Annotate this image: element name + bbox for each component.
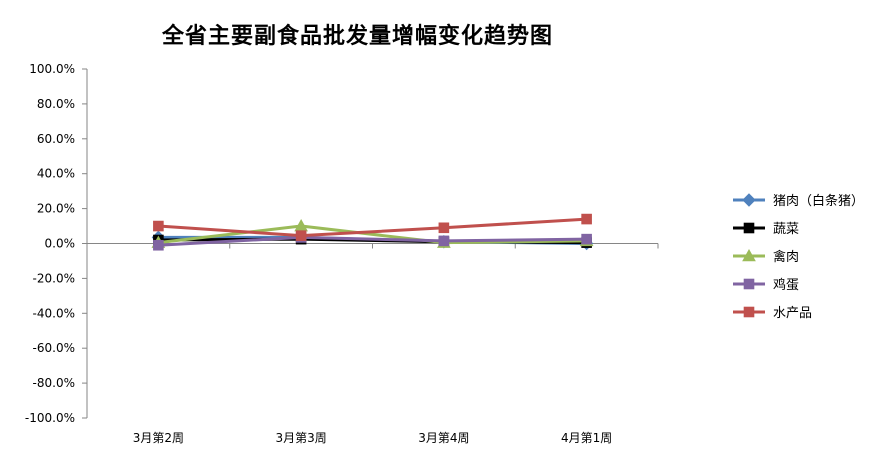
- legend-marker: [742, 193, 756, 207]
- y-tick-label: -100.0%: [25, 411, 75, 425]
- data-point: [295, 230, 307, 241]
- legend-item-3: 禽肉: [733, 248, 799, 265]
- x-tick-label: 3月第2周: [133, 431, 184, 445]
- series-lines: [151, 213, 594, 251]
- y-tick-label: 0.0%: [45, 237, 76, 251]
- y-tick-label: -20.0%: [33, 271, 75, 285]
- data-point: [153, 239, 164, 251]
- legend-marker: [743, 306, 755, 318]
- y-axis-tick-labels: 100.0% 80.0% 60.0% 40.0% 20.0% 0.0% -20.0% -40.…: [25, 62, 75, 425]
- legend-label: 鸡蛋: [773, 277, 799, 293]
- y-tick-label: 60.0%: [37, 132, 75, 146]
- y-tick-label: -40.0%: [33, 306, 75, 320]
- series-line: [158, 235, 587, 247]
- x-tick-label: 3月第3周: [275, 431, 326, 445]
- legend-label: 水产品: [773, 306, 812, 321]
- data-point: [581, 233, 592, 245]
- x-tick-label: 4月第1周: [561, 431, 612, 445]
- legend-marker: [743, 222, 755, 234]
- legend-marker: [743, 278, 755, 290]
- legend-item-5: 水产品: [733, 306, 812, 321]
- legend-label: 禽肉: [773, 249, 799, 265]
- data-point: [438, 222, 450, 234]
- y-tick-label: -60.0%: [33, 341, 75, 355]
- y-tick-label: 40.0%: [37, 167, 75, 181]
- data-point: [581, 213, 592, 225]
- y-tick-label: -80.0%: [33, 376, 75, 390]
- series-line: [158, 217, 587, 238]
- legend-label: 猪肉（白条猪）: [773, 193, 864, 209]
- y-tick-label: 20.0%: [37, 202, 75, 216]
- legend-label: 蔬菜: [773, 222, 799, 237]
- legend-item-2: 蔬菜: [733, 222, 799, 237]
- data-point: [438, 235, 450, 247]
- x-axis-tick-labels: 3月第2周 3月第3周 3月第4周 4月第1周: [133, 431, 613, 445]
- data-point: [153, 220, 164, 232]
- x-tick-label: 3月第4周: [418, 431, 469, 445]
- series-5: [153, 213, 592, 241]
- chart-title: 全省主要副食品批发量增幅变化趋势图: [161, 23, 553, 49]
- series-line: [158, 224, 587, 245]
- y-tick-label: 80.0%: [37, 97, 75, 111]
- legend-marker: [742, 248, 756, 262]
- legend-item-4: 鸡蛋: [733, 277, 799, 293]
- legend-item-1: 猪肉（白条猪）: [733, 193, 864, 209]
- y-tick-label: 100.0%: [29, 62, 75, 76]
